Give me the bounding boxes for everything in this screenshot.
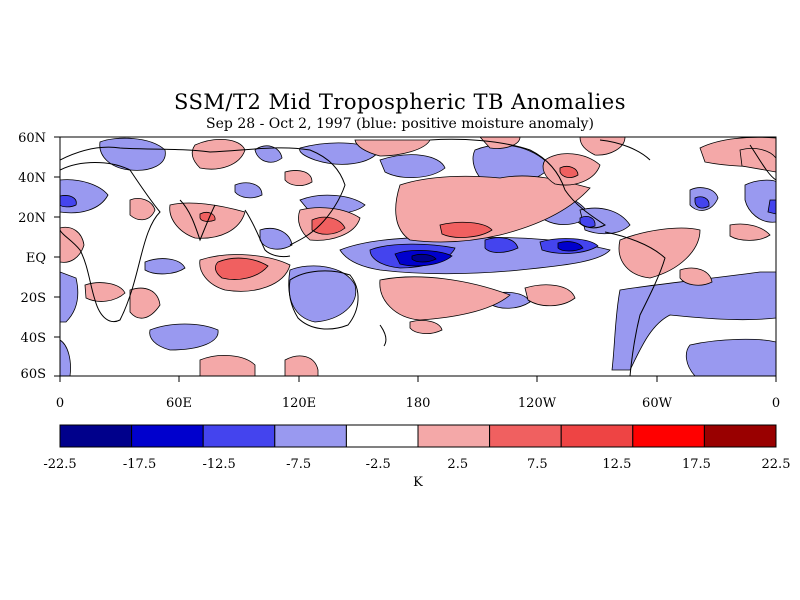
- colorbar-swatch: [560, 424, 634, 448]
- lon-label: 120E: [282, 396, 316, 411]
- lat-label: 20N: [18, 211, 46, 226]
- lat-ticks: [54, 136, 60, 377]
- lon-label: 0: [772, 396, 780, 411]
- map-subtitle: Sep 28 - Oct 2, 1997 (blue: positive moi…: [206, 116, 594, 132]
- colorbar-tick-label: 7.5: [527, 457, 548, 472]
- colorbar-tick-label: -17.5: [123, 457, 156, 472]
- lat-label: 40S: [21, 331, 46, 346]
- map-plot-area: 60N 40N 20N EQ 20S 40S 60S 0 60E 120E 18…: [18, 131, 780, 411]
- anomaly-contours: [60, 137, 776, 376]
- colorbar-labels: -22.5 -17.5 -12.5 -7.5 -2.5 2.5 7.5 12.5 17.5 22.…: [43, 457, 790, 472]
- lon-label: 60E: [166, 396, 192, 411]
- lon-label: 180: [406, 396, 431, 411]
- colorbar-swatch: [345, 424, 419, 448]
- lon-label: 60W: [642, 396, 673, 411]
- colorbar-tick-label: 12.5: [602, 457, 631, 472]
- colorbar-tick-label: -2.5: [366, 457, 391, 472]
- lat-labels: 60N 40N 20N EQ 20S 40S 60S: [18, 131, 46, 382]
- lon-label: 0: [56, 396, 64, 411]
- lon-ticks: [59, 376, 777, 382]
- lat-label: 20S: [21, 291, 46, 306]
- colorbar-swatch: [131, 424, 204, 448]
- lon-labels: 0 60E 120E 180 120W 60W 0: [56, 396, 780, 411]
- coastlines: [60, 138, 776, 376]
- colorbar-swatch: [59, 424, 133, 448]
- colorbar-swatches: [59, 424, 777, 448]
- colorbar-unit: K: [413, 475, 423, 490]
- lon-label: 120W: [518, 396, 557, 411]
- colorbar-swatch: [489, 424, 562, 448]
- lat-label: EQ: [26, 251, 46, 266]
- colorbar: -22.5 -17.5 -12.5 -7.5 -2.5 2.5 7.5 12.5 17.5 22.…: [43, 424, 790, 490]
- colorbar-swatch: [202, 424, 276, 448]
- colorbar-swatch: [632, 424, 705, 448]
- colorbar-tick-label: -7.5: [286, 457, 311, 472]
- colorbar-tick-label: 2.5: [447, 457, 468, 472]
- colorbar-swatch: [274, 424, 347, 448]
- lat-label: 60S: [21, 367, 46, 382]
- lat-label: 40N: [18, 171, 46, 186]
- colorbar-tick-label: 22.5: [762, 457, 791, 472]
- colorbar-swatch: [417, 424, 491, 448]
- colorbar-tick-label: -12.5: [202, 457, 235, 472]
- colorbar-tick-label: 17.5: [682, 457, 711, 472]
- map-title: SSM/T2 Mid Tropospheric TB Anomalies: [173, 90, 627, 114]
- colorbar-tick-label: -22.5: [43, 457, 76, 472]
- lat-label: 60N: [18, 131, 46, 146]
- colorbar-swatch: [703, 424, 777, 448]
